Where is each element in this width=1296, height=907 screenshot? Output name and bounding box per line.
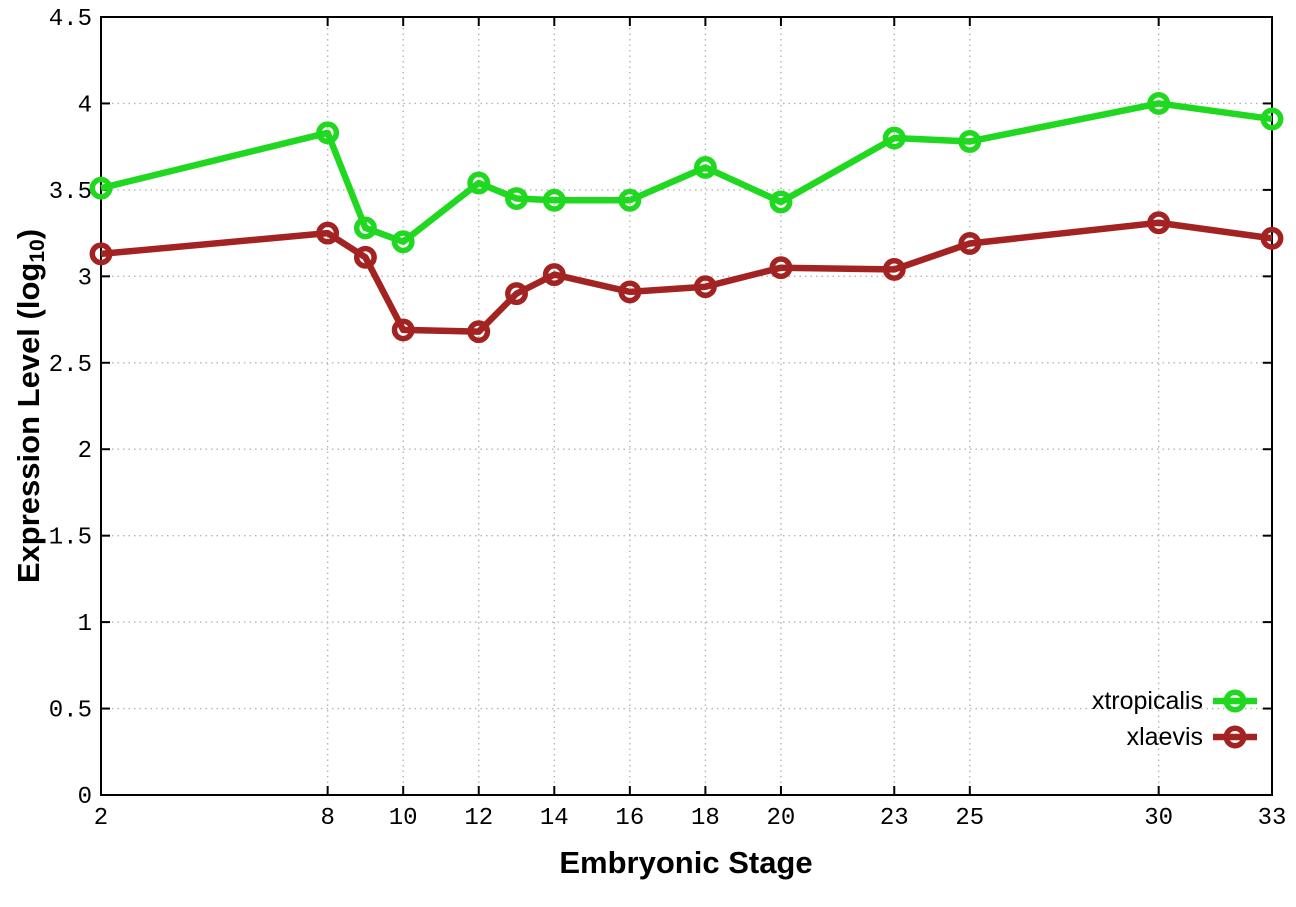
- data-point-xtropicalis: [467, 171, 491, 195]
- legend-entry-xtropicalis: xtropicalis: [1092, 683, 1258, 719]
- x-tick-label: 14: [540, 805, 569, 832]
- grid-lines: [101, 17, 1272, 795]
- x-axis-label: Embryonic Stage: [559, 845, 813, 880]
- y-tick-label: 1: [78, 611, 92, 638]
- data-point-xtropicalis: [618, 188, 642, 212]
- series-xtropicalis: [89, 91, 1284, 254]
- legend-sample-line-icon: [1213, 725, 1257, 749]
- data-point-xtropicalis: [542, 188, 566, 212]
- series-line-xtropicalis: [100, 100, 1273, 246]
- x-tick-label: 30: [1144, 805, 1173, 832]
- data-point-xtropicalis: [769, 190, 793, 214]
- y-tick-label: 3: [78, 265, 92, 292]
- y-tick-label: 0.5: [49, 698, 92, 725]
- legend-entry-xlaevis: xlaevis: [1092, 719, 1258, 755]
- y-tick-label: 2: [78, 438, 92, 465]
- x-tick-label: 20: [767, 805, 796, 832]
- x-tick-label: 8: [320, 805, 334, 832]
- x-tick-label: 25: [955, 805, 984, 832]
- data-point-xtropicalis: [693, 155, 717, 179]
- data-point-xtropicalis: [505, 187, 528, 210]
- data-point-xlaevis: [1147, 211, 1171, 235]
- x-tick-label: 16: [615, 805, 644, 832]
- x-tick-label: 10: [389, 805, 418, 832]
- data-point-xtropicalis: [89, 176, 113, 200]
- x-tick-label: 33: [1258, 805, 1287, 832]
- legend-label-xlaevis: xlaevis: [1126, 722, 1203, 751]
- y-axis-label-end: ): [11, 228, 46, 240]
- tick-marks: [100, 16, 1273, 796]
- data-point-xlaevis: [958, 232, 982, 255]
- y-tick-label: 1.5: [49, 525, 92, 552]
- data-point-xlaevis: [505, 282, 528, 306]
- legend-sample-line-icon: [1213, 689, 1257, 713]
- data-point-xlaevis: [1260, 226, 1284, 250]
- data-point-xlaevis: [89, 242, 113, 266]
- x-tick-label: 18: [691, 805, 720, 832]
- legend-label-xtropicalis: xtropicalis: [1091, 686, 1203, 715]
- y-axis-label-main: Expression Level (log: [11, 262, 46, 584]
- data-point-xtropicalis: [1260, 107, 1284, 131]
- data-point-xlaevis: [618, 280, 642, 304]
- data-point-xlaevis: [693, 275, 717, 299]
- y-tick-labels: 0 0.5 1 1.5 2 2.5 3 3.5 4 4.5: [49, 6, 92, 811]
- data-point-xlaevis: [467, 320, 491, 344]
- x-tick-label: 23: [880, 805, 909, 832]
- y-tick-label: 4: [78, 92, 92, 119]
- x-tick-label: 2: [94, 805, 108, 832]
- data-point-xlaevis: [769, 256, 793, 280]
- series-xlaevis: [89, 211, 1284, 344]
- data-point-xlaevis: [542, 263, 566, 287]
- y-tick-label: 0: [78, 784, 92, 811]
- x-tick-labels: 2 8 10 12 14 16 18 20 23 25 30 33: [94, 805, 1287, 832]
- y-axis-label: Expression Level (log10): [11, 228, 49, 584]
- y-axis-label-subscript: 10: [25, 239, 49, 263]
- data-point-xtropicalis: [958, 130, 982, 153]
- data-point-xtropicalis: [353, 216, 377, 240]
- data-point-xlaevis: [882, 257, 906, 281]
- data-point-xlaevis: [353, 245, 377, 269]
- y-tick-label: 2.5: [49, 352, 92, 379]
- series-line-xlaevis: [100, 219, 1273, 335]
- data-point-xlaevis: [316, 221, 340, 245]
- y-tick-label: 3.5: [49, 179, 92, 206]
- plot-border: [100, 16, 1273, 796]
- data-point-xtropicalis: [391, 230, 415, 254]
- data-point-xtropicalis: [882, 126, 906, 150]
- y-tick-label: 4.5: [49, 6, 92, 33]
- data-point-xtropicalis: [1147, 91, 1171, 115]
- data-point-xtropicalis: [316, 121, 340, 145]
- data-point-xlaevis: [391, 318, 415, 342]
- x-tick-label: 12: [464, 805, 493, 832]
- legend: xtropicalis xlaevis: [1092, 683, 1258, 755]
